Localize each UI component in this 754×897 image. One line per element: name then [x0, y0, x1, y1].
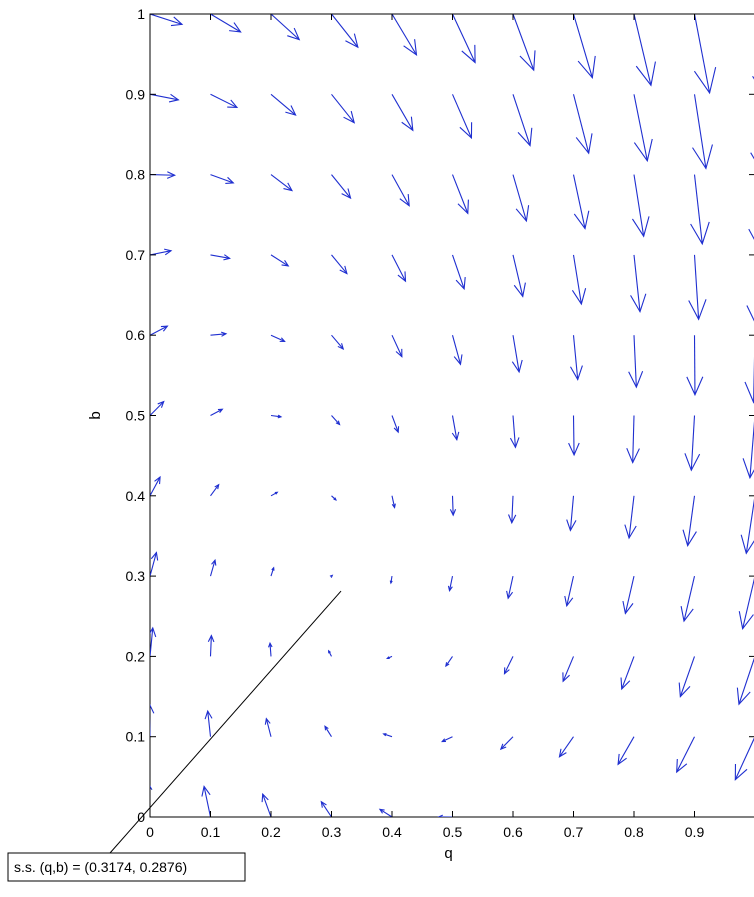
y-axis-label: b: [87, 411, 104, 419]
quiver-arrow-shaft: [453, 496, 454, 515]
y-tick-label: 0.1: [126, 729, 146, 745]
x-tick-label: 0.6: [503, 824, 523, 840]
x-tick-label: 0.4: [382, 824, 402, 840]
x-tick-label: 0.1: [201, 824, 221, 840]
y-tick-label: 0.9: [126, 86, 146, 102]
y-tick-label: 0.8: [126, 167, 146, 183]
quiver-arrow-head: [732, 840, 744, 855]
y-tick-label: 0.4: [126, 488, 146, 504]
plot-frame: [150, 14, 754, 817]
quiver-arrow-shaft: [732, 817, 754, 855]
quiver-arrow-head: [556, 825, 563, 832]
quiver-arrow-head: [497, 820, 503, 824]
y-tick-label: 0.6: [126, 327, 146, 343]
y-tick-label: 0.3: [126, 568, 146, 584]
quiver-arrow: [732, 817, 754, 855]
x-tick-label: 0.5: [443, 824, 463, 840]
x-tick-label: 0.8: [624, 824, 644, 840]
y-tick-label: 0.7: [126, 247, 146, 263]
quiver-arrow-head: [614, 830, 623, 840]
y-tick-label: 0.5: [126, 408, 146, 424]
x-tick-label: 0.2: [261, 824, 281, 840]
y-tick-label: 0.2: [126, 648, 146, 664]
y-tick-label: 1: [137, 6, 145, 22]
x-tick-label: 0.9: [685, 824, 705, 840]
x-axis-label: q: [444, 845, 452, 862]
x-tick-label: 0: [146, 824, 154, 840]
quiver-arrow-head: [673, 835, 684, 847]
x-tick-label: 0.3: [322, 824, 342, 840]
quiver-arrow-shaft: [574, 416, 575, 455]
x-tick-label: 0.7: [564, 824, 584, 840]
annotation-text: s.s. (q,b) = (0.3174, 0.2876): [14, 859, 187, 875]
